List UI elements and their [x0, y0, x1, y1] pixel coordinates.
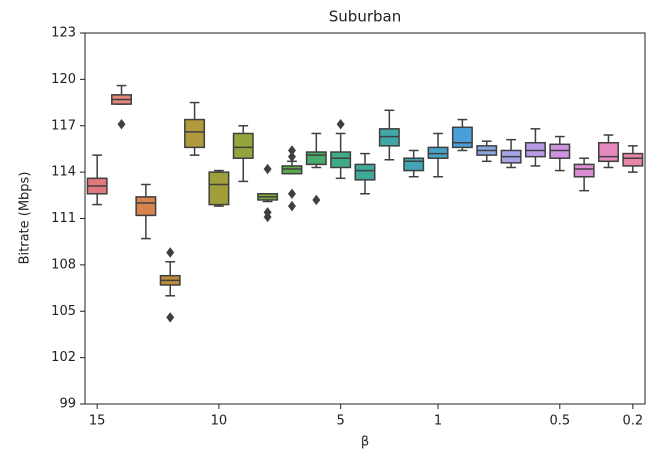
- y-tick-label: 105: [51, 304, 76, 319]
- x-tick-label: 0.2: [622, 414, 643, 429]
- outlier: [287, 145, 296, 156]
- x-tick-label: 15: [89, 414, 106, 429]
- x-tick-label: 1: [434, 414, 442, 429]
- box: [622, 152, 644, 167]
- chart-title: Suburban: [329, 8, 401, 26]
- x-tick-label: 0.5: [549, 414, 570, 429]
- box: [305, 151, 327, 166]
- box: [354, 163, 376, 181]
- y-tick-label: 120: [51, 72, 76, 87]
- box: [184, 118, 206, 149]
- box: [330, 151, 352, 169]
- box: [208, 171, 230, 206]
- box: [524, 142, 546, 158]
- y-tick-label: 102: [51, 350, 76, 365]
- outlier: [287, 200, 296, 212]
- outlier: [287, 188, 296, 199]
- outlier: [166, 312, 175, 323]
- box: [135, 196, 157, 217]
- outlier: [287, 151, 296, 162]
- y-axis-label: Bitrate (Mbps): [18, 172, 33, 265]
- y-tick-label: 99: [59, 397, 76, 412]
- outlier: [166, 247, 175, 258]
- box: [427, 146, 449, 159]
- outlier: [117, 119, 126, 130]
- y-tick-label: 123: [51, 26, 76, 41]
- outlier: [263, 163, 272, 175]
- box: [549, 143, 571, 159]
- plot-frame: [84, 32, 646, 405]
- box: [573, 163, 595, 178]
- y-tick-label: 114: [51, 165, 76, 180]
- y-tick-label: 117: [51, 118, 76, 133]
- box: [281, 165, 303, 175]
- box: [451, 126, 473, 149]
- box: [378, 128, 400, 147]
- x-tick-label: 10: [211, 414, 228, 429]
- x-axis-label: β: [361, 435, 369, 450]
- outlier: [336, 119, 345, 130]
- box: [403, 157, 425, 172]
- box: [232, 132, 254, 159]
- y-tick-label: 111: [51, 211, 76, 226]
- y-tick-label: 108: [51, 257, 76, 272]
- x-tick-label: 5: [337, 414, 345, 429]
- outlier: [263, 211, 272, 223]
- box: [597, 142, 619, 163]
- outlier: [312, 194, 321, 206]
